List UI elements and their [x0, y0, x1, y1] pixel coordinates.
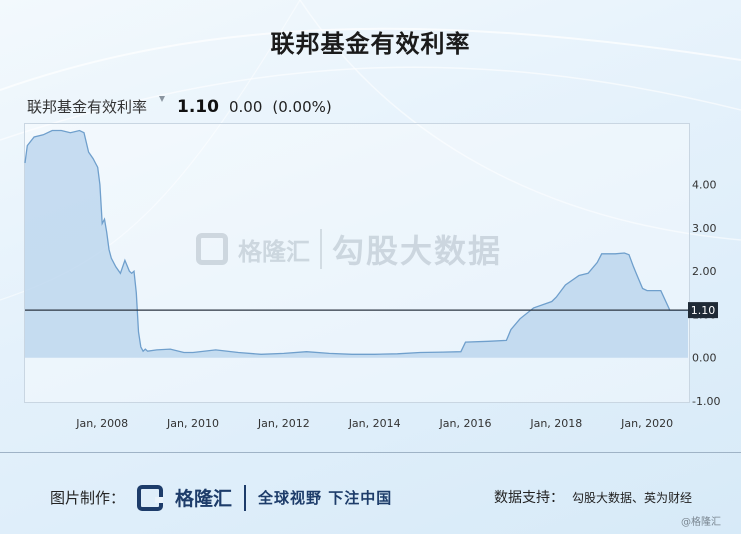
page-title: 联邦基金有效利率 — [270, 30, 471, 58]
y-tick-label: 3.00 — [692, 222, 717, 235]
quote-name: 联邦基金有效利率 — [27, 98, 148, 116]
x-tick-label: Jan, 2012 — [257, 417, 310, 430]
y-tick-label: 2.00 — [692, 265, 717, 278]
y-tick-label: 4.00 — [692, 179, 717, 192]
y-tick-label: 0.00 — [692, 352, 717, 365]
x-tick-label: Jan, 2010 — [166, 417, 219, 430]
footer-divider — [0, 452, 741, 453]
footer-brand: 格隆汇 — [175, 488, 233, 510]
watermark-brand: 格隆汇 — [238, 237, 310, 266]
x-tick-label: Jan, 2016 — [439, 417, 492, 430]
current-value-label: 1.10 — [691, 304, 716, 317]
made-by-label: 图片制作： — [50, 489, 126, 507]
quote-change-pct: (0.00%) — [272, 98, 332, 116]
watermark-logo-icon — [196, 233, 228, 265]
watermark-separator — [320, 229, 322, 269]
current-value-badge — [688, 302, 718, 319]
x-tick-label: Jan, 2014 — [348, 417, 401, 430]
quote-change: 0.00 — [228, 98, 263, 116]
footer-watermark-credit: @格隆汇 — [681, 517, 721, 528]
watermark: 格隆汇 勾股大数据 — [196, 226, 502, 272]
footer-source-block: 数据支持： 勾股大数据、英为财经 — [494, 487, 692, 507]
flag-icon — [159, 96, 166, 102]
y-tick-label: -1.00 — [692, 395, 720, 408]
footer-slogan: 全球视野 下注中国 — [258, 489, 393, 507]
footer-credit-block: 图片制作： 格隆汇 全球视野 下注中国 — [50, 484, 392, 511]
quote-value: 1.10 — [177, 97, 219, 117]
x-tick-label: Jan, 2020 — [620, 417, 673, 430]
footer-separator — [244, 484, 247, 511]
source-label: 数据支持： — [494, 490, 564, 506]
source-text: 勾股大数据、英为财经 — [572, 491, 693, 505]
brand-logo-icon — [137, 484, 164, 511]
quote-header: 联邦基金有效利率 1.10 0.00 (0.00%) — [27, 96, 332, 117]
series-area — [25, 130, 688, 358]
watermark-text: 勾股大数据 — [332, 232, 503, 270]
x-tick-label: Jan, 2008 — [75, 417, 128, 430]
series-line — [24, 129, 688, 355]
x-tick-label: Jan, 2018 — [529, 417, 582, 430]
